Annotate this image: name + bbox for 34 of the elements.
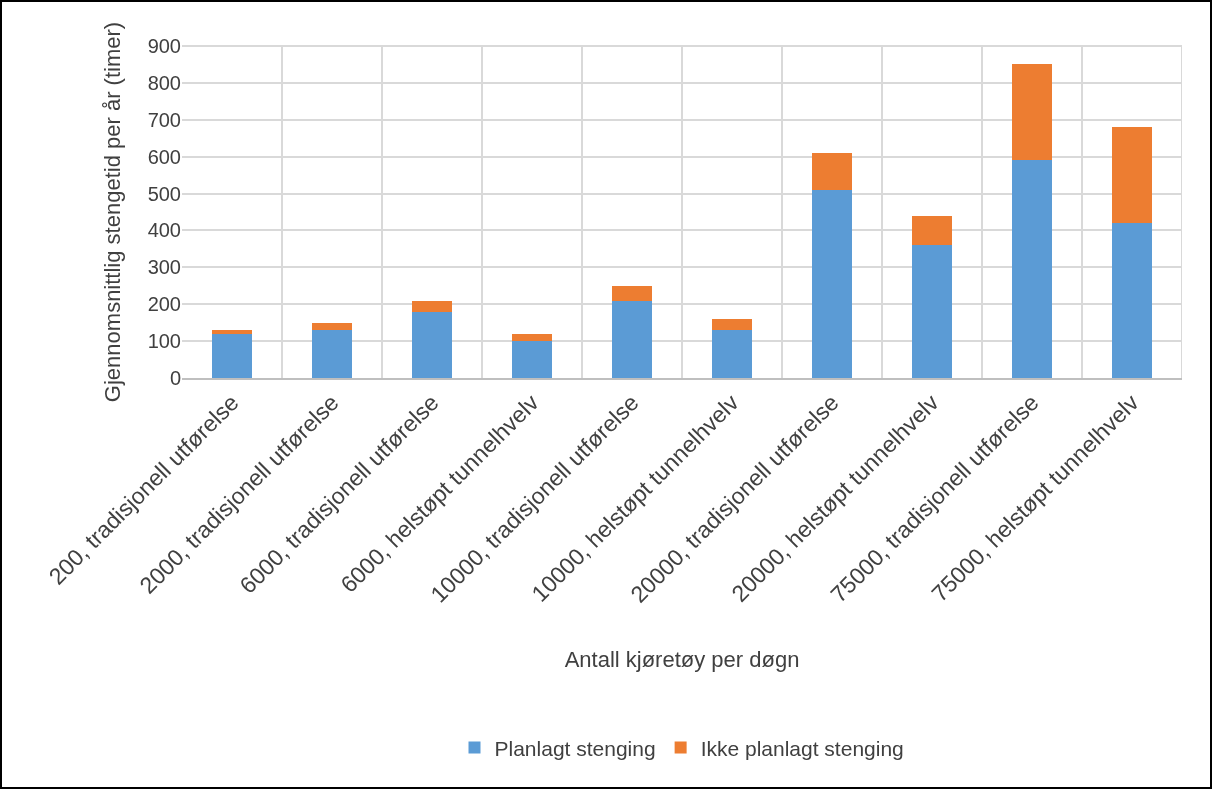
bar (912, 245, 952, 378)
bar (612, 300, 652, 378)
y-tick-label: 100 (147, 330, 181, 353)
bar (912, 215, 952, 246)
legend-label: Planlagt stenging (494, 736, 656, 760)
y-tick-label: 800 (147, 71, 181, 94)
bar (512, 341, 552, 378)
bar (1012, 160, 1052, 378)
bar (512, 333, 552, 342)
y-tick-label: 200 (147, 293, 181, 316)
bar (712, 318, 752, 331)
y-tick-label: 0 (169, 367, 181, 389)
bar (812, 189, 852, 378)
y-tick-label: 400 (147, 219, 181, 242)
y-tick-label: 300 (147, 256, 181, 279)
bar (612, 285, 652, 301)
x-axis-title: Antall kjøretøy per døgn (564, 646, 800, 672)
bar (412, 300, 452, 312)
bar (812, 152, 852, 190)
bar (212, 330, 252, 334)
bar (312, 322, 352, 331)
y-axis-title: Gjennomsnittlig stengetid per år (timer) (100, 21, 126, 403)
y-tick-label: 900 (147, 35, 181, 57)
y-tick-label: 500 (147, 182, 181, 205)
bar (312, 330, 352, 378)
bar (712, 330, 752, 378)
legend-label: Ikke planlagt stenging (700, 736, 904, 760)
bar (1112, 223, 1152, 378)
y-tick-label: 600 (147, 145, 181, 168)
y-tick-label: 700 (147, 108, 181, 131)
bar (1112, 127, 1152, 224)
bar (1012, 64, 1052, 161)
bar (212, 333, 252, 378)
bar (412, 311, 452, 378)
